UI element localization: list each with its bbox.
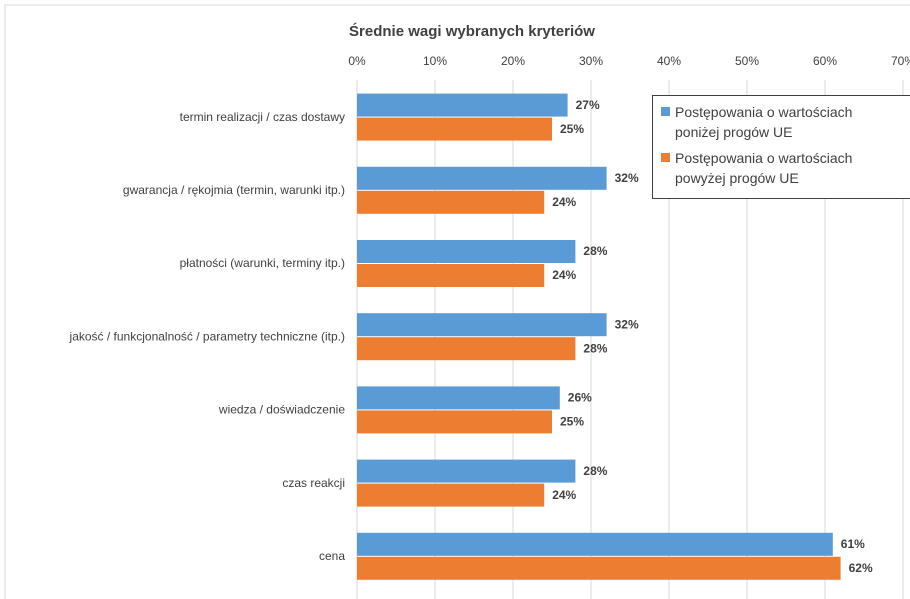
value-label: 28% — [583, 464, 607, 478]
chart-title: Średnie wagi wybranych kryteriów — [349, 22, 595, 40]
value-label: 62% — [849, 561, 873, 575]
x-tick-label: 70% — [891, 54, 910, 68]
value-label: 32% — [615, 171, 639, 185]
value-label: 28% — [583, 244, 607, 258]
value-label: 28% — [583, 341, 607, 355]
bar — [357, 337, 576, 361]
bar — [357, 264, 545, 287]
value-label: 61% — [841, 537, 865, 551]
value-label: 25% — [560, 122, 584, 136]
x-tick-label: 40% — [657, 54, 681, 68]
legend-swatch — [661, 107, 670, 116]
bar — [357, 313, 607, 337]
value-label: 24% — [552, 488, 576, 502]
value-label: 24% — [552, 195, 576, 209]
legend: Postępowania o wartościach poniżej progó… — [652, 95, 910, 199]
y-tick-label: gwarancja / rękojmia (termin, warunki it… — [123, 183, 345, 197]
legend-entry: Postępowania o wartościach poniżej progó… — [661, 102, 910, 142]
y-tick-label: cena — [319, 549, 345, 563]
x-tick-label: 0% — [348, 54, 366, 68]
y-tick-label: jakość / funkcjonalność / parametry tech… — [69, 329, 345, 343]
legend-entry: Postępowania o wartościach powyżej progó… — [661, 148, 910, 188]
bar — [357, 386, 560, 410]
x-tick-label: 50% — [735, 54, 759, 68]
x-tick-label: 60% — [813, 54, 837, 68]
y-tick-label: termin realizacji / czas dostawy — [180, 110, 345, 124]
legend-swatch — [661, 153, 670, 162]
bar — [357, 556, 841, 580]
x-tick-label: 30% — [579, 54, 603, 68]
y-tick-label: płatności (warunki, terminy itp.) — [180, 256, 345, 270]
legend-label: Postępowania o wartościach powyżej progó… — [675, 150, 853, 186]
bar — [357, 532, 833, 556]
value-label: 25% — [560, 415, 584, 429]
y-tick-label: wiedza / doświadczenie — [218, 403, 345, 417]
value-label: 27% — [576, 98, 600, 112]
chart-border — [4, 4, 910, 599]
bar — [357, 410, 552, 434]
bar — [357, 240, 576, 263]
bar — [357, 459, 576, 483]
value-label: 32% — [615, 317, 639, 331]
bar — [357, 117, 552, 141]
x-tick-label: 20% — [501, 54, 525, 68]
value-label: 26% — [568, 391, 592, 405]
x-tick-label: 10% — [423, 54, 447, 68]
y-tick-label: czas reakcji — [282, 476, 345, 490]
bar — [357, 190, 545, 214]
value-label: 24% — [552, 268, 576, 282]
bar — [357, 483, 545, 507]
bar — [357, 93, 568, 117]
bar — [357, 166, 607, 190]
legend-label: Postępowania o wartościach poniżej progó… — [675, 104, 853, 140]
